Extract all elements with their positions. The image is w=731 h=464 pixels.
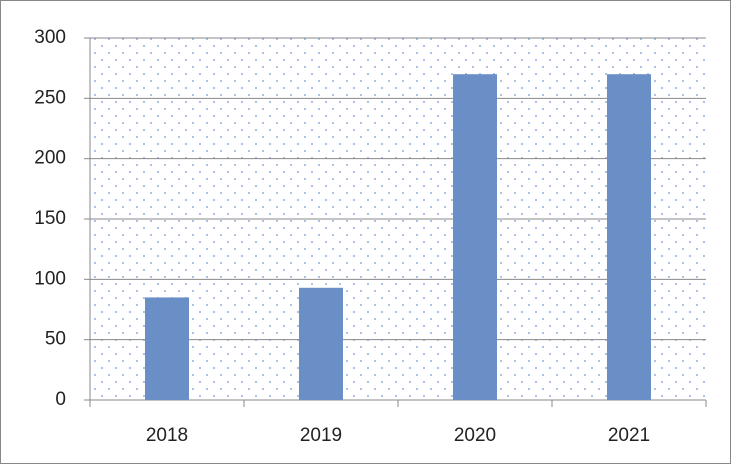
y-tick-label: 250 [34,87,66,108]
y-tick-label: 200 [34,148,66,169]
y-tick-label: 150 [34,208,66,229]
bar [145,297,189,400]
x-tick-label: 2018 [146,425,188,446]
y-tick-label: 100 [34,268,66,289]
x-tick-label: 2020 [454,425,496,446]
y-tick-label: 50 [45,329,66,350]
x-tick-label: 2019 [300,425,342,446]
bar [453,74,497,400]
y-tick-label: 300 [34,27,66,48]
x-tick-label: 2021 [608,425,650,446]
bar [607,74,651,400]
bar [299,287,343,400]
y-tick-label: 0 [55,389,66,410]
